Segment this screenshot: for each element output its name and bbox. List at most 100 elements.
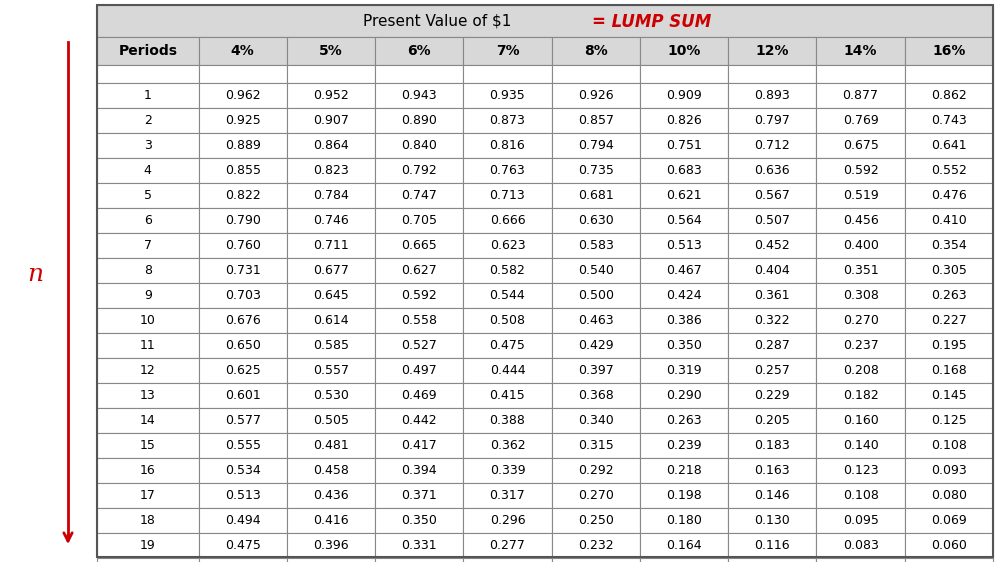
Bar <box>375 108 463 133</box>
Bar <box>552 158 640 183</box>
Text: 0.583: 0.583 <box>578 239 614 252</box>
Text: 0.507: 0.507 <box>754 214 790 227</box>
Bar <box>97 65 199 83</box>
Bar <box>728 458 816 483</box>
Text: 0.183: 0.183 <box>754 439 790 452</box>
Text: 0.873: 0.873 <box>490 114 525 127</box>
Text: 0.452: 0.452 <box>754 239 790 252</box>
Text: 7: 7 <box>144 239 152 252</box>
Text: 0.641: 0.641 <box>931 139 967 152</box>
Text: 0.350: 0.350 <box>666 339 702 352</box>
Bar <box>728 483 816 508</box>
Bar <box>199 233 287 258</box>
Bar <box>728 408 816 433</box>
Bar <box>463 108 552 133</box>
Text: 17: 17 <box>140 489 156 502</box>
Bar <box>375 333 463 358</box>
Bar <box>97 233 199 258</box>
Bar <box>728 158 816 183</box>
Bar <box>552 133 640 158</box>
Text: 0.424: 0.424 <box>666 289 702 302</box>
Bar <box>552 108 640 133</box>
Text: 0.463: 0.463 <box>578 314 614 327</box>
Bar <box>728 208 816 233</box>
Text: 1: 1 <box>144 89 152 102</box>
Text: 0.080: 0.080 <box>931 489 967 502</box>
Bar <box>375 233 463 258</box>
Text: 16: 16 <box>140 464 156 477</box>
Bar <box>816 458 905 483</box>
Bar <box>552 558 640 562</box>
Bar <box>199 308 287 333</box>
Text: 0.296: 0.296 <box>490 514 525 527</box>
Text: 5%: 5% <box>319 44 343 58</box>
Bar <box>905 533 993 558</box>
Text: 0.675: 0.675 <box>843 139 879 152</box>
Bar <box>816 533 905 558</box>
Text: 0.544: 0.544 <box>490 289 525 302</box>
Text: 9: 9 <box>144 289 152 302</box>
Bar <box>97 283 199 308</box>
Text: 0.769: 0.769 <box>843 114 878 127</box>
Bar <box>905 358 993 383</box>
Bar <box>463 558 552 562</box>
Text: 0.396: 0.396 <box>313 539 349 552</box>
Text: 0.116: 0.116 <box>754 539 790 552</box>
Bar <box>463 258 552 283</box>
Bar <box>199 558 287 562</box>
Bar <box>816 108 905 133</box>
Text: 0.290: 0.290 <box>666 389 702 402</box>
Text: 0.475: 0.475 <box>225 539 261 552</box>
Bar <box>463 358 552 383</box>
Bar <box>463 483 552 508</box>
Bar <box>552 283 640 308</box>
Bar <box>287 508 375 533</box>
Bar <box>816 508 905 533</box>
Text: 0.952: 0.952 <box>313 89 349 102</box>
Text: 19: 19 <box>140 539 156 552</box>
Bar <box>552 208 640 233</box>
Text: 0.229: 0.229 <box>754 389 790 402</box>
Bar <box>728 133 816 158</box>
Bar <box>199 83 287 108</box>
Text: 0.195: 0.195 <box>931 339 967 352</box>
Text: 0.069: 0.069 <box>931 514 967 527</box>
Text: 0.250: 0.250 <box>578 514 614 527</box>
Bar <box>463 383 552 408</box>
Text: 0.331: 0.331 <box>401 539 437 552</box>
Text: 0.361: 0.361 <box>754 289 790 302</box>
Text: 0.592: 0.592 <box>843 164 878 177</box>
Text: 0.292: 0.292 <box>578 464 614 477</box>
Text: 12%: 12% <box>756 44 789 58</box>
Bar <box>728 37 816 65</box>
Text: 0.621: 0.621 <box>666 189 702 202</box>
Text: 0.218: 0.218 <box>666 464 702 477</box>
Text: 0.630: 0.630 <box>578 214 614 227</box>
Bar <box>287 333 375 358</box>
Bar <box>640 133 728 158</box>
Bar <box>97 208 199 233</box>
Bar <box>552 508 640 533</box>
Bar <box>640 258 728 283</box>
Text: 0.319: 0.319 <box>666 364 702 377</box>
Bar <box>640 183 728 208</box>
Text: 0.198: 0.198 <box>666 489 702 502</box>
Bar <box>375 37 463 65</box>
Bar <box>816 283 905 308</box>
Bar <box>375 158 463 183</box>
Bar <box>375 308 463 333</box>
Bar <box>97 508 199 533</box>
Text: 0.481: 0.481 <box>313 439 349 452</box>
Text: 0.339: 0.339 <box>490 464 525 477</box>
Bar <box>640 483 728 508</box>
Bar <box>905 37 993 65</box>
Text: 0.108: 0.108 <box>843 489 879 502</box>
Bar <box>728 108 816 133</box>
Bar <box>375 483 463 508</box>
Bar <box>905 158 993 183</box>
Text: 0.582: 0.582 <box>490 264 525 277</box>
Text: 0.592: 0.592 <box>401 289 437 302</box>
Text: 0.623: 0.623 <box>490 239 525 252</box>
Bar <box>199 533 287 558</box>
Bar <box>375 65 463 83</box>
